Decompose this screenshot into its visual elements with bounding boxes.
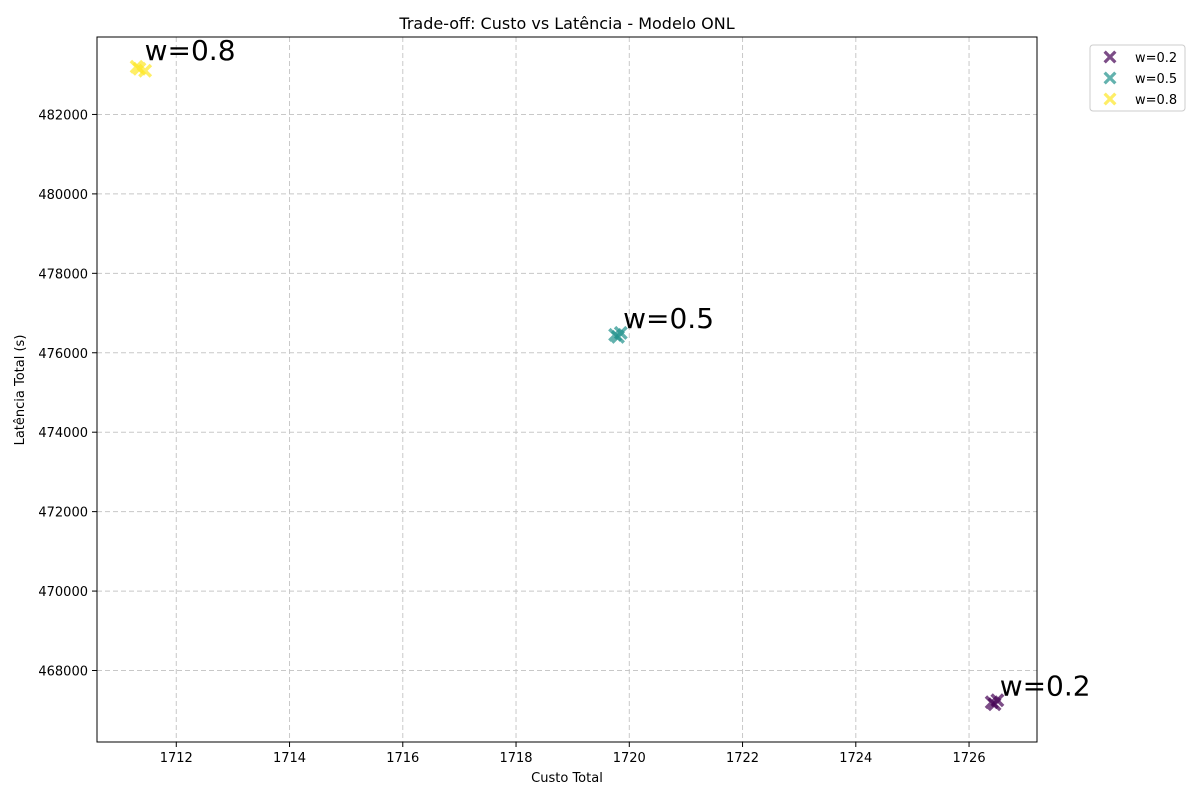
y-tick-label: 468000 (38, 665, 88, 680)
y-tick-label: 472000 (38, 506, 88, 521)
x-tick-label: 1714 (273, 751, 306, 766)
legend: w=0.2 w=0.5 w=0.8 (1089, 44, 1186, 112)
legend-label: w=0.5 (1135, 72, 1177, 87)
legend-marker (1103, 92, 1117, 106)
x-tick-label: 1724 (839, 751, 872, 766)
x-axis: 1712 1714 1716 1718 1720 1722 1724 1726 (160, 742, 986, 766)
y-tick-label: 482000 (38, 108, 88, 123)
x-axis-title: Custo Total (531, 771, 603, 786)
legend-label: w=0.8 (1135, 93, 1177, 108)
data-point-marker (613, 325, 628, 340)
y-tick-label: 474000 (38, 426, 88, 441)
y-tick-label: 480000 (38, 188, 88, 203)
y-tick-label: 478000 (38, 267, 88, 282)
x-tick-label: 1716 (386, 751, 419, 766)
legend-marker (1103, 71, 1117, 85)
x-tick-label: 1726 (953, 751, 986, 766)
y-tick-label: 476000 (38, 347, 88, 362)
data-point-marker (138, 63, 153, 78)
annotations: w=0.2 w=0.5 w=0.8 (145, 34, 1091, 702)
point-annotation: w=0.2 (1000, 669, 1091, 702)
x-tick-label: 1718 (499, 751, 532, 766)
y-axis: 468000 470000 472000 474000 476000 478000 4800… (38, 108, 97, 680)
data-points (129, 59, 1005, 712)
data-point-marker (990, 693, 1005, 708)
y-axis-title: Latência Total (s) (13, 335, 28, 446)
legend-marker (1103, 50, 1117, 64)
point-annotation: w=0.8 (145, 34, 236, 67)
x-tick-label: 1720 (613, 751, 646, 766)
chart-title: Trade-off: Custo vs Latência - Modelo ON… (398, 14, 734, 33)
plot-area-frame (96, 36, 1038, 743)
x-tick-label: 1722 (726, 751, 759, 766)
x-tick-label: 1712 (160, 751, 193, 766)
y-tick-label: 470000 (38, 585, 88, 600)
point-annotation: w=0.5 (623, 302, 714, 335)
grid-layer (97, 37, 1037, 742)
legend-label: w=0.2 (1135, 51, 1177, 66)
